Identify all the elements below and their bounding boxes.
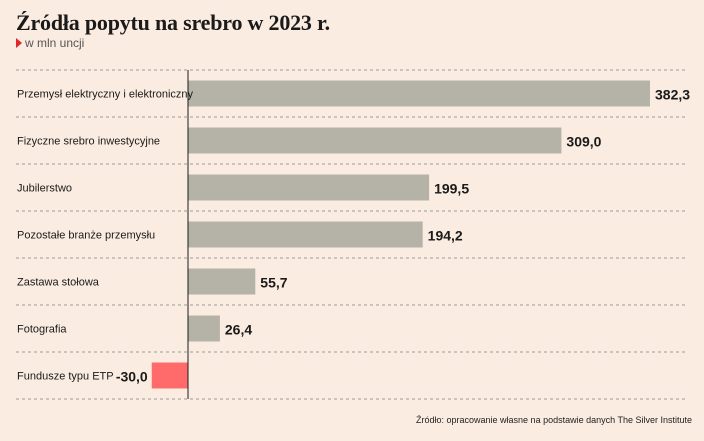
bar <box>188 174 430 201</box>
chart-title: Źródła popytu na srebro w 2023 r. <box>16 10 330 35</box>
value-label: 26,4 <box>225 322 252 338</box>
bar <box>188 127 562 154</box>
category-label: Fizyczne srebro inwestycyjne <box>17 136 160 148</box>
triangle-marker-icon <box>16 38 22 48</box>
value-label: 194,2 <box>428 228 463 244</box>
category-label: Pozostałe branże przemysłu <box>17 230 155 242</box>
category-label: Fundusze typu ETP <box>17 371 114 383</box>
value-label: 55,7 <box>260 275 287 291</box>
value-label: 199,5 <box>434 181 469 197</box>
value-label: -30,0 <box>116 369 148 385</box>
bar <box>188 268 256 295</box>
bar <box>151 362 188 389</box>
bar <box>188 80 650 107</box>
bar <box>188 221 423 248</box>
value-label: 309,0 <box>566 134 601 150</box>
category-label: Jubilerstwo <box>17 183 72 195</box>
value-label: 382,3 <box>655 87 690 103</box>
category-label: Fotografia <box>17 324 67 336</box>
category-label: Przemysł elektryczny i elektroniczny <box>17 89 194 101</box>
category-label: Zastawa stołowa <box>17 277 100 289</box>
unit-label: w mln uncji <box>16 36 84 50</box>
bar <box>188 315 220 342</box>
unit-text: w mln uncji <box>25 36 85 50</box>
source-note: Źródło: opracowanie własne na podstawie … <box>416 415 692 425</box>
